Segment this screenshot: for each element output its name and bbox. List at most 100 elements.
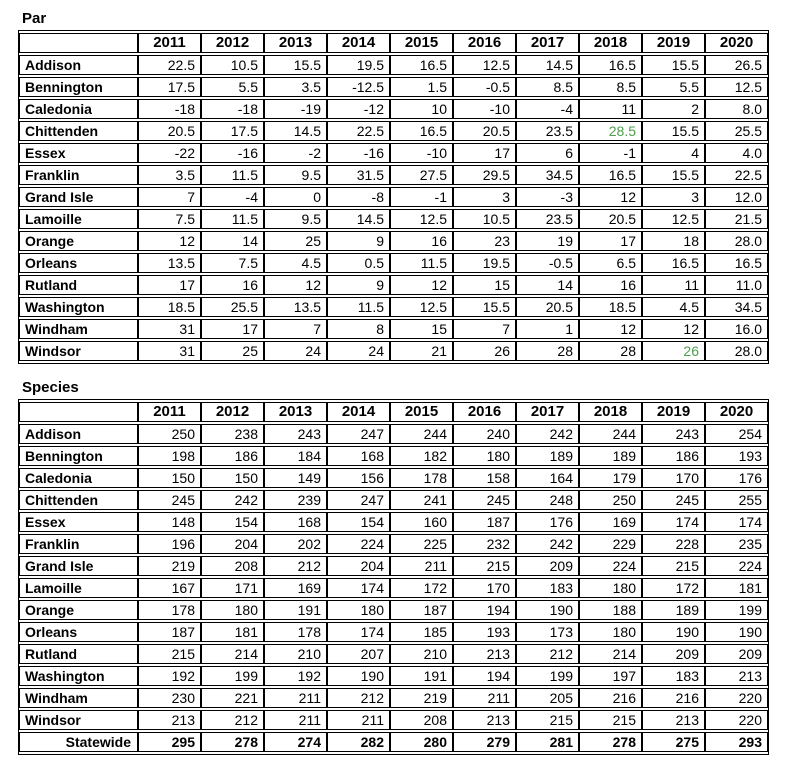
year-header: 2013 <box>264 33 327 53</box>
value-cell: 168 <box>264 512 327 532</box>
value-cell: 219 <box>390 688 453 708</box>
value-cell: 245 <box>453 490 516 510</box>
value-cell: 213 <box>705 666 768 686</box>
value-cell: 224 <box>705 556 768 576</box>
value-cell: 7 <box>264 319 327 339</box>
value-cell: 293 <box>705 732 768 752</box>
value-cell: 150 <box>201 468 264 488</box>
page: Par 2011 2012 2013 2014 2015 2016 2017 2018 2019… <box>18 10 769 755</box>
year-header: 2012 <box>201 33 264 53</box>
value-cell: 239 <box>264 490 327 510</box>
value-cell: 24 <box>327 341 390 361</box>
value-cell: 16.5 <box>579 55 642 75</box>
value-cell: 274 <box>264 732 327 752</box>
value-cell: 11.5 <box>327 297 390 317</box>
value-cell: 0.5 <box>327 253 390 273</box>
value-cell: 279 <box>453 732 516 752</box>
value-cell: 18 <box>642 231 705 251</box>
value-cell: 31.5 <box>327 165 390 185</box>
year-header: 2017 <box>516 402 579 422</box>
table-row: Chittenden 20.5 17.5 14.5 22.5 16.5 20.5 23.5 28… <box>19 121 768 141</box>
value-cell: 11.0 <box>705 275 768 295</box>
value-cell: 278 <box>579 732 642 752</box>
value-cell: -18 <box>138 99 201 119</box>
value-cell: 16 <box>579 275 642 295</box>
value-cell: 176 <box>516 512 579 532</box>
value-cell: 28 <box>516 341 579 361</box>
table-row: Franklin 196 204 202 224 225 232 242 229 228 235 <box>19 534 768 554</box>
table-row: Caledonia -18 -18 -19 -12 10 -10 -4 11 2 8.0 <box>19 99 768 119</box>
value-cell: 190 <box>516 600 579 620</box>
value-cell: 14.5 <box>516 55 579 75</box>
value-cell: 29.5 <box>453 165 516 185</box>
year-header: 2011 <box>138 402 201 422</box>
row-label: Orange <box>19 600 138 620</box>
value-cell: 182 <box>390 446 453 466</box>
row-label: Washington <box>19 666 138 686</box>
value-cell: 213 <box>138 710 201 730</box>
value-cell: 221 <box>201 688 264 708</box>
value-cell: 22.5 <box>138 55 201 75</box>
value-cell: 16 <box>390 231 453 251</box>
value-cell: 194 <box>453 600 516 620</box>
value-cell: 1.5 <box>390 77 453 97</box>
value-cell: 173 <box>516 622 579 642</box>
value-cell: 207 <box>327 644 390 664</box>
value-cell: 214 <box>201 644 264 664</box>
row-label: Grand Isle <box>19 556 138 576</box>
value-cell: 245 <box>642 490 705 510</box>
row-label: Statewide <box>19 732 138 752</box>
value-cell: 181 <box>201 622 264 642</box>
value-cell: 160 <box>390 512 453 532</box>
value-cell: 205 <box>516 688 579 708</box>
value-cell: 192 <box>264 666 327 686</box>
table-row: Grand Isle 219 208 212 204 211 215 209 224 215 224 <box>19 556 768 576</box>
value-cell: 15.5 <box>264 55 327 75</box>
value-cell: 250 <box>579 490 642 510</box>
value-cell: 26 <box>453 341 516 361</box>
value-cell: 254 <box>705 424 768 444</box>
row-label: Franklin <box>19 165 138 185</box>
row-label: Orleans <box>19 253 138 273</box>
row-label: Chittenden <box>19 121 138 141</box>
value-cell: 9 <box>327 231 390 251</box>
value-cell: 187 <box>453 512 516 532</box>
year-header: 2020 <box>705 33 768 53</box>
header-row: 2011 2012 2013 2014 2015 2016 2017 2018 2019 2020 <box>19 33 768 53</box>
value-cell: 17 <box>453 143 516 163</box>
value-cell: 193 <box>705 446 768 466</box>
value-cell: 242 <box>201 490 264 510</box>
value-cell: 14.5 <box>327 209 390 229</box>
value-cell: 242 <box>516 424 579 444</box>
value-cell: 23 <box>453 231 516 251</box>
value-cell: 22.5 <box>705 165 768 185</box>
row-label: Windham <box>19 688 138 708</box>
value-cell: 180 <box>327 600 390 620</box>
value-cell: -1 <box>579 143 642 163</box>
value-cell: 16.5 <box>390 121 453 141</box>
value-cell: 170 <box>642 468 705 488</box>
table-row: Addison 22.5 10.5 15.5 19.5 16.5 12.5 14.5 16.5 1… <box>19 55 768 75</box>
value-cell: 211 <box>264 688 327 708</box>
row-label: Windsor <box>19 341 138 361</box>
value-cell: 20.5 <box>516 297 579 317</box>
value-cell: 4.5 <box>264 253 327 273</box>
row-label: Windsor <box>19 710 138 730</box>
value-cell: 183 <box>642 666 705 686</box>
species-table-title: Species <box>22 379 79 396</box>
value-cell: 12 <box>264 275 327 295</box>
value-cell: 248 <box>516 490 579 510</box>
value-cell: 210 <box>264 644 327 664</box>
value-cell: 15 <box>453 275 516 295</box>
value-cell: 281 <box>516 732 579 752</box>
corner-cell <box>19 402 138 422</box>
value-cell: 225 <box>390 534 453 554</box>
value-cell: 185 <box>390 622 453 642</box>
row-label: Essex <box>19 143 138 163</box>
table-row: Orange 12 14 25 9 16 23 19 17 18 28.0 <box>19 231 768 251</box>
value-cell: 212 <box>516 644 579 664</box>
table-row: Essex -22 -16 -2 -16 -10 17 6 -1 4 4.0 <box>19 143 768 163</box>
value-cell: 208 <box>390 710 453 730</box>
value-cell: 194 <box>453 666 516 686</box>
value-cell: 25.5 <box>201 297 264 317</box>
